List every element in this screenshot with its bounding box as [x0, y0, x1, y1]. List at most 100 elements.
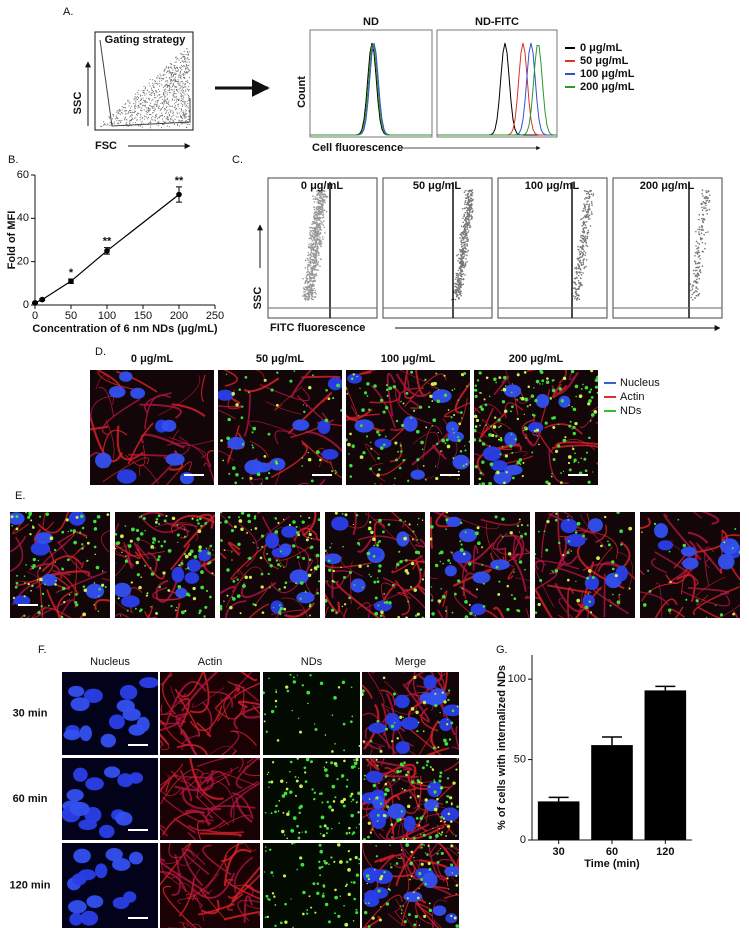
event-dot	[312, 262, 315, 265]
event-dot	[469, 212, 471, 214]
event-dot	[459, 237, 461, 239]
event-dot	[151, 94, 153, 96]
nucleus	[227, 436, 246, 450]
event-dot	[308, 243, 311, 246]
event-dot	[698, 293, 701, 295]
nd-spot	[152, 537, 156, 541]
nd-spot	[207, 551, 211, 556]
nd-spot	[584, 385, 589, 390]
event-dot	[316, 246, 319, 249]
event-dot	[116, 111, 118, 113]
nd-spot	[493, 377, 497, 382]
nd-spot	[126, 609, 129, 612]
event-dot	[584, 207, 587, 209]
actin-fiber	[422, 425, 443, 461]
event-dot	[314, 273, 317, 276]
event-dot	[182, 110, 184, 112]
event-dot	[176, 100, 178, 102]
event-dot	[576, 294, 578, 297]
nd-spot	[410, 561, 415, 566]
event-dot	[458, 257, 461, 260]
event-dot	[112, 122, 114, 125]
event-dot	[306, 289, 309, 291]
event-dot	[125, 121, 128, 124]
actin-fiber	[423, 567, 425, 577]
event-dot	[178, 85, 180, 87]
actin-fiber	[554, 441, 598, 447]
nd-spot	[441, 691, 444, 694]
nd-spot	[274, 460, 278, 464]
event-dot	[125, 107, 127, 109]
nd-spot	[400, 810, 403, 813]
event-dot	[171, 72, 173, 74]
nd-spot	[363, 774, 366, 777]
nd-spot	[225, 373, 228, 375]
nd-spot	[447, 409, 450, 411]
actin-fiber	[402, 683, 430, 723]
nd-spot	[274, 924, 277, 928]
event-dot	[106, 124, 108, 126]
event-dot	[457, 275, 459, 277]
nd-spot	[588, 436, 591, 440]
event-dot	[307, 251, 310, 254]
nd-spot	[238, 516, 241, 519]
event-dot	[186, 127, 188, 129]
nd-spot	[616, 600, 621, 605]
nd-spot	[538, 530, 540, 533]
event-dot	[698, 243, 701, 245]
event-dot	[454, 285, 456, 288]
nd-spot	[272, 875, 274, 877]
event-dot	[587, 191, 590, 193]
nd-spot	[418, 405, 423, 409]
actin-fiber	[230, 782, 260, 818]
event-dot	[587, 229, 590, 232]
nd-spot	[513, 597, 517, 601]
nd-spot	[305, 538, 309, 542]
nd-spot	[590, 413, 595, 417]
event-dot	[471, 191, 474, 194]
nd-spot	[137, 573, 140, 576]
nd-spot	[409, 878, 411, 881]
nd-spot	[260, 534, 265, 538]
event-dot	[465, 258, 467, 260]
event-dot	[174, 66, 176, 68]
nucleus	[119, 371, 133, 382]
nd-spot	[557, 444, 561, 448]
nd-spot	[188, 552, 192, 556]
nd-spot	[399, 560, 403, 564]
nd-spot	[523, 413, 525, 415]
actin-fiber	[203, 462, 214, 484]
nd-spot	[308, 895, 311, 898]
actin-fiber	[442, 418, 458, 458]
event-dot	[165, 100, 168, 102]
nucleus	[325, 553, 342, 565]
event-dot	[179, 75, 181, 77]
nd-spot	[416, 612, 420, 616]
nd-spot	[457, 579, 461, 583]
nd-spot	[233, 525, 237, 529]
nd-spot	[438, 779, 442, 783]
actin-fiber	[160, 672, 173, 686]
actin-fiber	[224, 843, 246, 872]
event-dot	[583, 190, 586, 192]
nd-spot	[491, 433, 495, 438]
actin-fiber	[697, 606, 739, 618]
event-dot	[170, 111, 172, 114]
nd-spot	[414, 614, 418, 617]
event-dot	[129, 121, 131, 123]
bar	[537, 801, 580, 840]
event-dot	[581, 234, 584, 237]
event-dot	[582, 216, 585, 219]
event-dot	[582, 261, 585, 264]
actin-fiber	[449, 843, 459, 852]
event-dot	[321, 198, 323, 200]
event-dot	[459, 272, 461, 274]
event-dot	[142, 92, 144, 94]
nd-spot	[303, 410, 306, 414]
event-dot	[310, 279, 312, 281]
event-dot	[181, 117, 183, 119]
nd-spot	[346, 778, 349, 781]
nd-spot	[419, 568, 423, 571]
actin-fiber	[378, 772, 419, 778]
event-dot	[460, 250, 463, 252]
